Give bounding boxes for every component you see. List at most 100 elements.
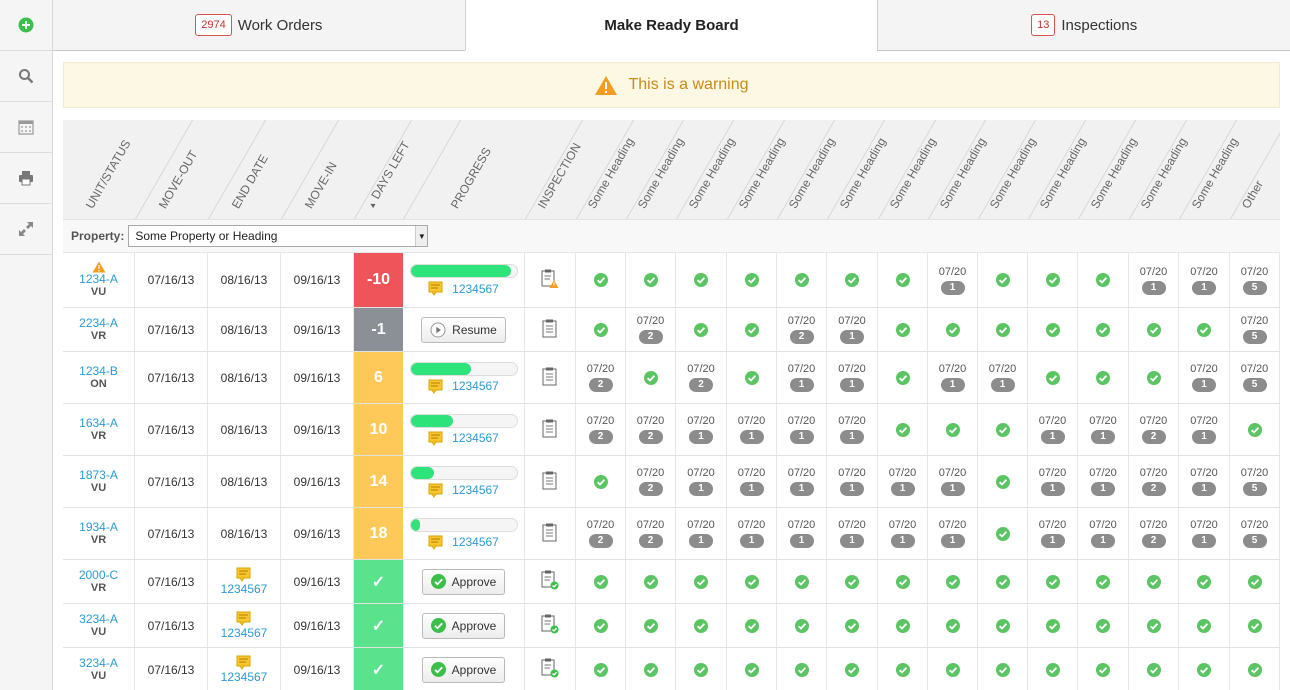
column-header: MOVE-IN	[301, 160, 339, 211]
inspection-button[interactable]	[542, 319, 558, 341]
approve-button[interactable]: Approve	[421, 612, 506, 639]
status-cell	[676, 308, 727, 351]
status-cell	[827, 253, 878, 307]
unit-link[interactable]: 3234-A	[79, 611, 118, 626]
check-icon	[694, 273, 708, 287]
status-cell: 07/20 1	[928, 456, 978, 507]
tab-inspections[interactable]: 13 Inspections	[877, 0, 1290, 51]
column-header-label: Some Heading	[936, 135, 989, 211]
check-icon	[744, 273, 759, 287]
check-icon	[794, 662, 809, 677]
tab-work-orders[interactable]: 2974 Work Orders	[53, 0, 465, 51]
unit-link[interactable]: 1234-B	[79, 363, 118, 378]
unit-link[interactable]: 2000-C	[78, 567, 119, 582]
status-cell: 07/20 1	[1179, 456, 1230, 507]
property-select[interactable]: Some Property or Heading ▼	[128, 225, 429, 247]
status-cell	[978, 308, 1028, 351]
work-order-link[interactable]: 1234567	[452, 535, 499, 549]
table-row: 3234-A VU 07/16/13 1234567 09/16/13 ✓ Approve	[63, 604, 1280, 648]
progress-cell: Approve	[403, 648, 525, 690]
work-order-link[interactable]: 1234567	[452, 281, 499, 296]
tab-make-ready-board[interactable]: Make Ready Board	[464, 0, 878, 51]
check-icon	[1096, 574, 1110, 589]
inspection-button[interactable]	[541, 614, 559, 637]
resume-button[interactable]: Resume	[421, 316, 506, 343]
work-order-link[interactable]: 1234567	[452, 431, 499, 445]
clipboard-icon	[542, 367, 557, 385]
expand-button[interactable]	[0, 204, 52, 255]
column-header: END DATE	[228, 152, 270, 211]
column-header[interactable]: ▲DAYS LEFT	[362, 139, 412, 211]
approve-button[interactable]: Approve	[421, 656, 506, 683]
unit-status: VU	[90, 286, 107, 298]
unit-link[interactable]: 1234-A	[79, 272, 118, 286]
column-header-label: Some Heading	[836, 135, 889, 211]
search-button[interactable]	[0, 51, 52, 102]
add-button[interactable]	[0, 0, 52, 51]
work-order-link[interactable]: 1234567	[220, 582, 268, 596]
unit-link[interactable]: 1634-A	[79, 415, 118, 430]
status-date: 07/20	[838, 519, 866, 531]
column-header: Other	[1239, 178, 1266, 211]
status-date: 07/20	[787, 415, 816, 427]
progress-bar	[409, 465, 518, 480]
status-cell	[827, 604, 878, 647]
check-icon	[593, 574, 608, 589]
work-order-link[interactable]: 1234567	[220, 670, 268, 684]
unit-link[interactable]: 1873-A	[79, 467, 118, 482]
status-cell	[928, 604, 978, 647]
count-badge: 5	[1242, 330, 1267, 344]
move-out-date: 07/16/13	[147, 662, 195, 677]
status-cell	[1179, 308, 1230, 351]
unit-link[interactable]: 2234-A	[79, 315, 118, 330]
inspection-cell	[525, 456, 576, 507]
table-row: 2234-A VR 07/16/13 08/16/13 09/16/13 -1 Resume…	[63, 308, 1280, 352]
end-date: 08/16/13	[220, 370, 268, 385]
inspection-button[interactable]	[542, 367, 558, 389]
count-badge: 1	[1192, 482, 1216, 496]
inspection-button[interactable]	[541, 269, 559, 292]
column-header: INSPECTION	[534, 140, 583, 211]
status-date: 07/20	[1038, 519, 1067, 531]
count-badge: 1	[789, 534, 814, 548]
check-icon	[593, 474, 608, 489]
status-date: 07/20	[838, 467, 866, 479]
move-out-date: 07/16/13	[147, 422, 195, 437]
move-in-date: 09/16/13	[293, 322, 341, 337]
tab-label: Work Orders	[237, 16, 323, 34]
status-date: 07/20	[1089, 467, 1117, 479]
status-cell: 07/20 1	[928, 508, 978, 559]
inspection-button[interactable]	[541, 570, 559, 593]
inspection-button[interactable]	[541, 658, 559, 681]
unit-link[interactable]: 1934-A	[79, 519, 118, 534]
inspection-button[interactable]	[542, 471, 558, 493]
status-date: 07/20	[1190, 415, 1218, 427]
column-header: Some Heading	[736, 135, 788, 211]
warning-icon	[595, 75, 618, 95]
count-badge: 1	[890, 534, 915, 548]
print-button[interactable]	[0, 153, 52, 204]
progress-bar	[409, 361, 518, 376]
move-in-date: 09/16/13	[293, 273, 341, 287]
unit-link[interactable]: 3234-A	[79, 655, 118, 670]
status-date: 07/20	[787, 363, 816, 375]
work-order-link[interactable]: 1234567	[452, 483, 499, 497]
check-icon	[694, 322, 708, 337]
count-badge: 2	[1141, 534, 1166, 548]
column-header-label: Some Heading	[584, 135, 637, 211]
button-label: Approve	[451, 618, 497, 633]
inspection-button[interactable]	[542, 419, 558, 441]
status-cell: 07/20 2	[576, 508, 626, 559]
count-badge: 1	[990, 378, 1015, 392]
inspection-button[interactable]	[542, 523, 558, 545]
approve-button[interactable]: Approve	[421, 568, 506, 595]
work-order-link[interactable]: 1234567	[220, 626, 268, 640]
calendar-button[interactable]	[0, 102, 52, 153]
work-order-link[interactable]: 1234567	[452, 379, 499, 393]
status-cell	[1230, 560, 1280, 603]
count-badge: 1	[1040, 534, 1065, 548]
status-date: 07/20	[1139, 467, 1168, 479]
table-row: 3234-A VU 07/16/13 1234567 09/16/13 ✓ Approve	[63, 648, 1280, 690]
table-row: 1634-A VR 07/16/13 08/16/13 09/16/13 10 123456…	[63, 404, 1280, 456]
count-badge: 2	[588, 430, 613, 444]
